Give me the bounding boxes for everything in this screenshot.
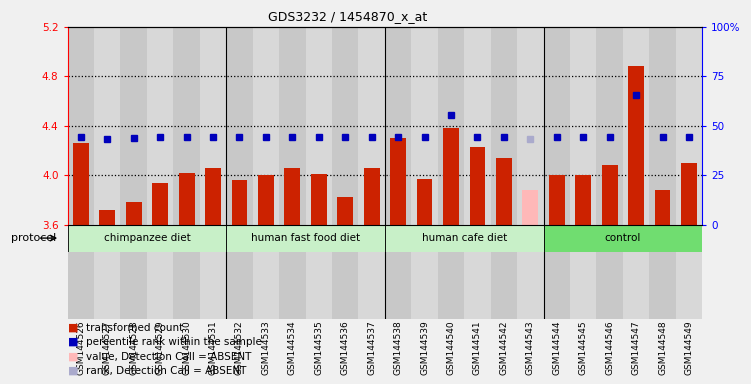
Text: GDS3232 / 1454870_x_at: GDS3232 / 1454870_x_at bbox=[267, 10, 427, 23]
Bar bbox=[252, 27, 279, 225]
Bar bbox=[285, 168, 300, 225]
Bar bbox=[311, 174, 327, 225]
Bar bbox=[226, 225, 385, 252]
Bar bbox=[655, 190, 671, 225]
Bar bbox=[226, 252, 252, 319]
Text: rank, Detection Call = ABSENT: rank, Detection Call = ABSENT bbox=[86, 366, 247, 376]
Bar bbox=[412, 252, 438, 319]
Bar bbox=[464, 252, 490, 319]
Text: protocol: protocol bbox=[11, 233, 56, 243]
Bar bbox=[549, 175, 565, 225]
Bar bbox=[99, 210, 115, 225]
Bar bbox=[443, 128, 459, 225]
Bar bbox=[120, 252, 147, 319]
Bar bbox=[464, 27, 490, 225]
Bar bbox=[490, 252, 517, 319]
Bar bbox=[68, 27, 94, 225]
Bar bbox=[358, 27, 385, 225]
Bar bbox=[337, 197, 353, 225]
Bar bbox=[623, 252, 650, 319]
Bar bbox=[469, 147, 485, 225]
Bar bbox=[306, 27, 332, 225]
Bar bbox=[517, 27, 544, 225]
Bar bbox=[252, 252, 279, 319]
Text: ■: ■ bbox=[68, 337, 78, 347]
Bar bbox=[68, 225, 226, 252]
Text: control: control bbox=[605, 233, 641, 243]
Bar bbox=[596, 252, 623, 319]
Bar bbox=[231, 180, 247, 225]
Bar bbox=[332, 27, 358, 225]
Bar bbox=[628, 66, 644, 225]
Bar bbox=[517, 252, 544, 319]
Bar bbox=[391, 138, 406, 225]
Bar bbox=[120, 27, 147, 225]
Bar bbox=[258, 175, 274, 225]
Bar bbox=[417, 179, 433, 225]
Bar bbox=[179, 173, 195, 225]
Bar bbox=[385, 252, 412, 319]
Bar bbox=[676, 252, 702, 319]
Bar bbox=[73, 143, 89, 225]
Bar bbox=[570, 252, 596, 319]
Bar bbox=[602, 165, 617, 225]
Text: human cafe diet: human cafe diet bbox=[421, 233, 507, 243]
Bar bbox=[570, 27, 596, 225]
Bar bbox=[94, 27, 120, 225]
Bar bbox=[681, 163, 697, 225]
Bar bbox=[490, 27, 517, 225]
Bar bbox=[152, 183, 168, 225]
Bar bbox=[544, 252, 570, 319]
Bar bbox=[385, 225, 544, 252]
Bar bbox=[412, 27, 438, 225]
Text: ■: ■ bbox=[68, 366, 78, 376]
Bar bbox=[173, 27, 200, 225]
Text: chimpanzee diet: chimpanzee diet bbox=[104, 233, 190, 243]
Bar bbox=[575, 175, 591, 225]
Bar bbox=[544, 27, 570, 225]
Bar bbox=[676, 27, 702, 225]
Bar bbox=[650, 252, 676, 319]
Bar bbox=[68, 252, 94, 319]
Bar bbox=[544, 225, 702, 252]
Bar bbox=[332, 252, 358, 319]
Bar bbox=[496, 158, 512, 225]
Bar bbox=[205, 168, 221, 225]
Bar bbox=[438, 252, 464, 319]
Bar bbox=[94, 252, 120, 319]
Bar bbox=[363, 168, 379, 225]
Bar bbox=[438, 27, 464, 225]
Bar bbox=[226, 27, 252, 225]
Text: transformed count: transformed count bbox=[86, 323, 183, 333]
Bar bbox=[125, 202, 142, 225]
Bar bbox=[358, 252, 385, 319]
Bar bbox=[279, 252, 306, 319]
Text: value, Detection Call = ABSENT: value, Detection Call = ABSENT bbox=[86, 352, 252, 362]
Bar bbox=[523, 190, 538, 225]
Bar bbox=[623, 27, 650, 225]
Bar bbox=[650, 27, 676, 225]
Text: ■: ■ bbox=[68, 352, 78, 362]
Text: human fast food diet: human fast food diet bbox=[251, 233, 360, 243]
Bar bbox=[147, 27, 173, 225]
Bar bbox=[385, 27, 412, 225]
Bar bbox=[200, 27, 226, 225]
Text: ■: ■ bbox=[68, 323, 78, 333]
Bar bbox=[279, 27, 306, 225]
Bar bbox=[596, 27, 623, 225]
Text: percentile rank within the sample: percentile rank within the sample bbox=[86, 337, 262, 347]
Bar bbox=[200, 252, 226, 319]
Bar bbox=[173, 252, 200, 319]
Bar bbox=[306, 252, 332, 319]
Bar bbox=[147, 252, 173, 319]
